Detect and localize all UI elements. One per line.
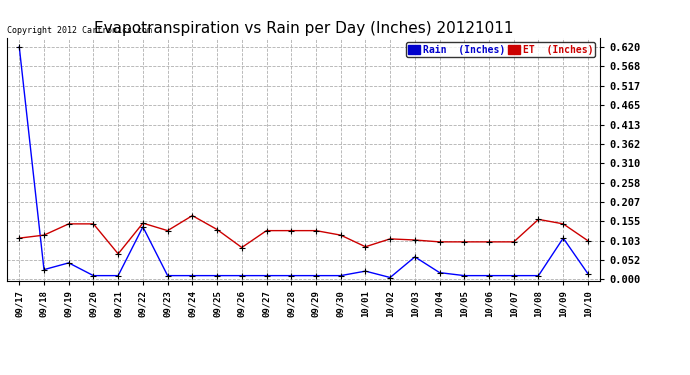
Legend: Rain  (Inches), ET  (Inches): Rain (Inches), ET (Inches) (406, 42, 595, 57)
Title: Evapotranspiration vs Rain per Day (Inches) 20121011: Evapotranspiration vs Rain per Day (Inch… (94, 21, 513, 36)
Text: Copyright 2012 Cartronics.com: Copyright 2012 Cartronics.com (7, 26, 152, 35)
